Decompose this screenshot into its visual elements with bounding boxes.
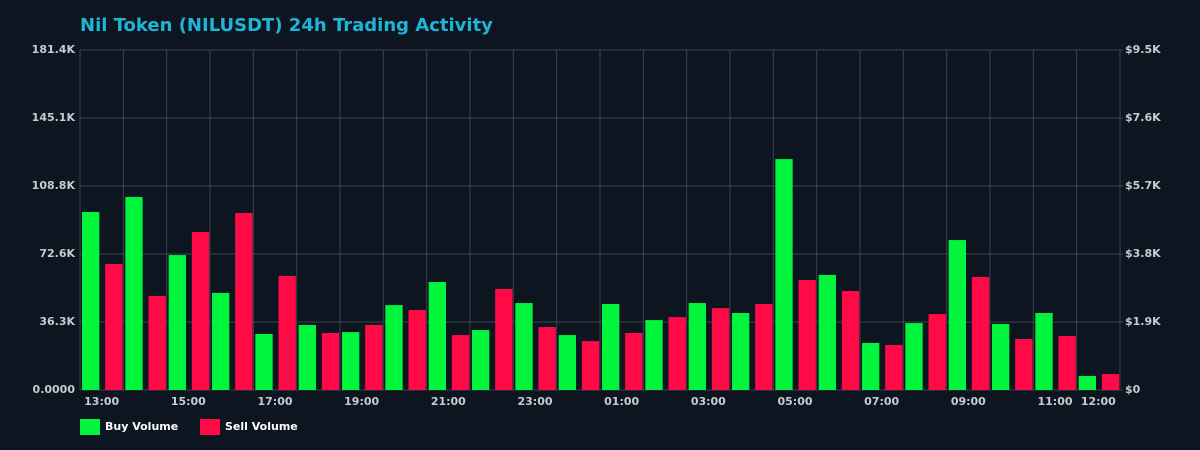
bar — [1035, 312, 1053, 390]
bar — [451, 335, 470, 390]
x-tick-label: 13:00 — [84, 395, 119, 408]
bar — [645, 320, 663, 390]
legend-swatch — [80, 419, 100, 435]
y2-tick-label: $9.5K — [1125, 43, 1161, 56]
bar — [625, 333, 643, 390]
bar — [321, 333, 340, 390]
bar — [515, 303, 533, 390]
x-tick-label: 23:00 — [517, 395, 552, 408]
bar — [885, 345, 903, 390]
x-tick-label: 01:00 — [604, 395, 639, 408]
legend-label: Buy Volume — [105, 420, 178, 433]
y-tick-label: 145.1K — [32, 111, 76, 124]
bar — [711, 308, 730, 390]
x-tick-label: 03:00 — [691, 395, 726, 408]
x-tick-label: 17:00 — [257, 395, 292, 408]
bar — [428, 282, 446, 390]
y2-tick-label: $0 — [1125, 383, 1141, 396]
y2-tick-label: $5.7K — [1125, 179, 1161, 192]
bar — [688, 303, 706, 390]
x-tick-label: 07:00 — [864, 395, 899, 408]
bar — [472, 330, 490, 390]
bar — [365, 324, 383, 390]
bar — [105, 264, 123, 390]
bar — [235, 213, 253, 390]
y-tick-label: 72.6K — [39, 247, 75, 260]
bar — [298, 324, 316, 390]
y2-tick-label: $7.6K — [1125, 111, 1161, 124]
bar — [755, 303, 773, 390]
x-tick-label: 11:00 — [1037, 395, 1072, 408]
legend-label: Sell Volume — [225, 420, 298, 433]
bar — [841, 291, 860, 390]
bar — [82, 211, 100, 390]
bar — [278, 276, 296, 390]
bar — [212, 292, 230, 390]
bar — [775, 159, 793, 390]
bar — [1078, 375, 1096, 390]
bar — [948, 240, 966, 390]
bar — [1015, 339, 1033, 390]
x-tick-label: 09:00 — [951, 395, 986, 408]
bar — [408, 309, 426, 390]
x-tick-label: 15:00 — [171, 395, 206, 408]
legend-swatch — [200, 419, 220, 435]
bar — [905, 323, 923, 390]
bar — [495, 288, 513, 390]
x-tick-label: 05:00 — [777, 395, 812, 408]
bar — [798, 279, 816, 390]
chart-title: Nil Token (NILUSDT) 24h Trading Activity — [80, 15, 493, 36]
bar — [928, 314, 946, 390]
bar — [992, 324, 1010, 390]
bar — [971, 276, 990, 390]
bar — [732, 312, 750, 390]
y2-tick-label: $3.8K — [1125, 247, 1161, 260]
bar — [581, 341, 600, 390]
y2-tick-label: $1.9K — [1125, 315, 1161, 328]
y-tick-label: 0.0000 — [33, 383, 76, 396]
bar — [385, 305, 403, 390]
bar — [558, 335, 576, 390]
y-tick-label: 181.4K — [32, 43, 76, 56]
bar — [538, 327, 556, 390]
bar — [668, 317, 686, 390]
x-tick-label: 12:00 — [1081, 395, 1116, 408]
bar — [1101, 374, 1120, 390]
bar — [168, 255, 186, 390]
bar — [125, 196, 143, 390]
bar — [342, 332, 360, 390]
x-tick-label: 19:00 — [344, 395, 379, 408]
bar — [602, 303, 620, 390]
y-tick-label: 36.3K — [39, 315, 75, 328]
bar — [191, 231, 210, 390]
bar — [148, 295, 166, 390]
bar — [862, 342, 880, 390]
bar — [255, 333, 273, 390]
bar — [1058, 336, 1076, 390]
y-tick-label: 108.8K — [32, 179, 76, 192]
x-tick-label: 21:00 — [431, 395, 466, 408]
bar — [818, 274, 836, 390]
